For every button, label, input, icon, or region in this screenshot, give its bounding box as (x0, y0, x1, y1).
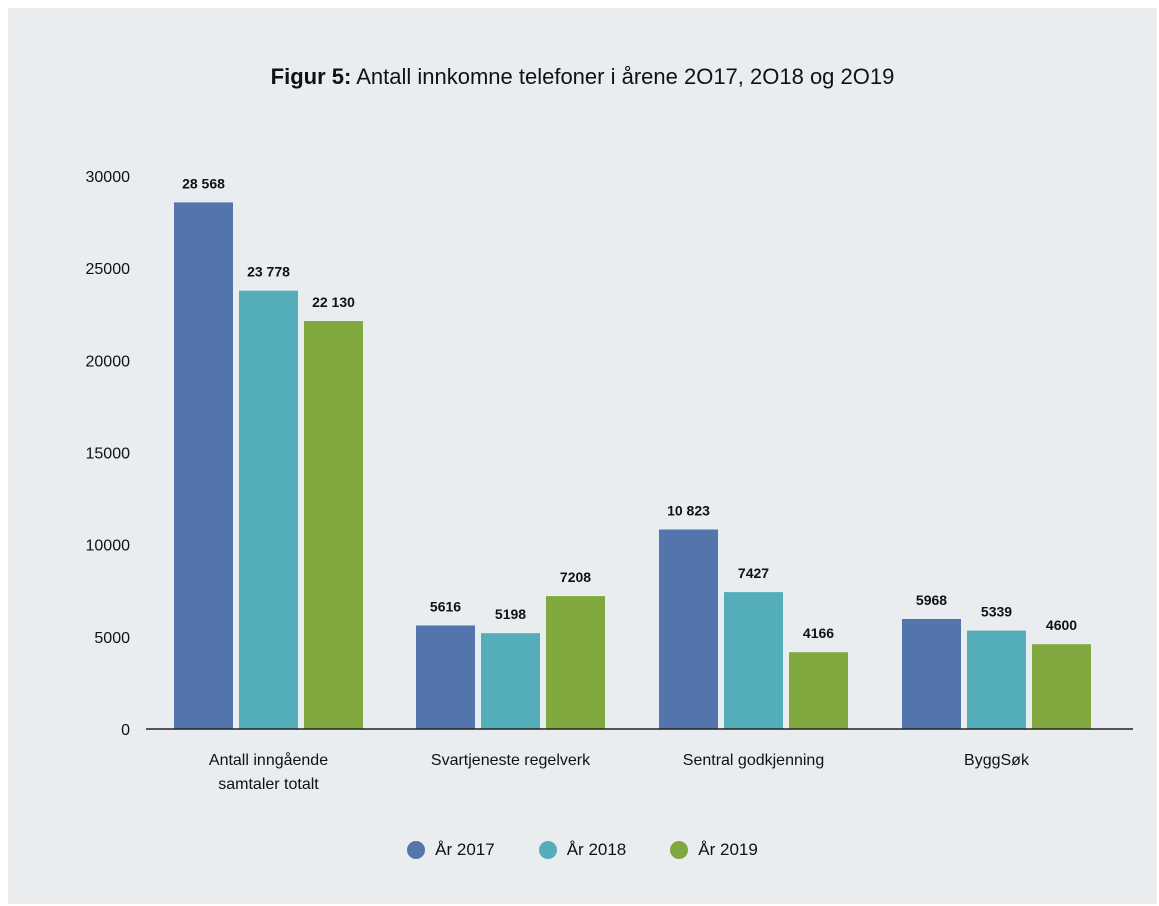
bar (789, 652, 848, 729)
bar (304, 321, 363, 729)
bar-chart: 0 5000 10000 15000 20000 25000 30000 28 568 23 7… (86, 169, 1133, 793)
bar (239, 290, 298, 729)
bar-value-label: 5968 (916, 592, 947, 608)
chart-title-text: Antall innkomne telefoner i årene 2O17, … (356, 64, 895, 89)
category-label: Antall inngående (209, 751, 328, 769)
y-tick-label: 5000 (94, 630, 130, 647)
y-tick-label: 0 (121, 722, 130, 739)
legend-label: År 2019 (698, 840, 758, 859)
bar-value-label: 22 130 (312, 294, 355, 310)
legend-label: År 2018 (566, 840, 627, 859)
bar-value-label: 4600 (1046, 617, 1077, 633)
bar (546, 596, 605, 729)
bar-value-label: 5616 (430, 598, 461, 614)
bar-value-label: 28 568 (182, 175, 225, 191)
bar-value-label: 7208 (560, 569, 591, 585)
bar-value-label: 4166 (803, 625, 834, 641)
bar (967, 630, 1026, 729)
legend-dot (670, 841, 689, 859)
y-tick-label: 10000 (86, 538, 131, 555)
bar (902, 618, 961, 729)
category-label: Sentral godkjenning (683, 752, 824, 769)
category-label: samtaler totalt (218, 776, 319, 793)
bar (481, 633, 540, 729)
y-tick-label: 15000 (86, 446, 131, 463)
bar-value-label: 7427 (738, 565, 769, 581)
y-tick-label: 25000 (86, 261, 131, 278)
legend-item: År 2017 (407, 840, 495, 860)
bar (174, 202, 233, 729)
bar (416, 625, 475, 729)
chart-panel: Figur 5: Antall innkomne telefoner i åre… (8, 8, 1157, 904)
bar-value-label: 5198 (495, 606, 526, 622)
y-tick-label: 30000 (86, 169, 131, 186)
legend-item: År 2019 (670, 840, 758, 860)
bar-value-label: 23 778 (247, 264, 290, 280)
y-tick-label: 20000 (86, 353, 131, 370)
bar (659, 529, 718, 729)
chart-title: Figur 5: Antall innkomne telefoner i åre… (8, 64, 1157, 90)
chart-legend: År 2017 År 2018 År 2019 (8, 840, 1157, 860)
chart-title-prefix: Figur 5: (270, 64, 352, 89)
bar (724, 592, 783, 729)
legend-label: År 2017 (435, 840, 495, 859)
bar-value-label: 10 823 (667, 502, 710, 518)
category-label: ByggSøk (964, 752, 1030, 769)
bar-value-label: 5339 (981, 604, 1012, 620)
legend-dot (407, 841, 426, 859)
category-label: Svartjeneste regelverk (431, 752, 591, 769)
legend-item: År 2018 (538, 840, 627, 860)
legend-dot (538, 841, 557, 859)
bar (1032, 644, 1091, 729)
